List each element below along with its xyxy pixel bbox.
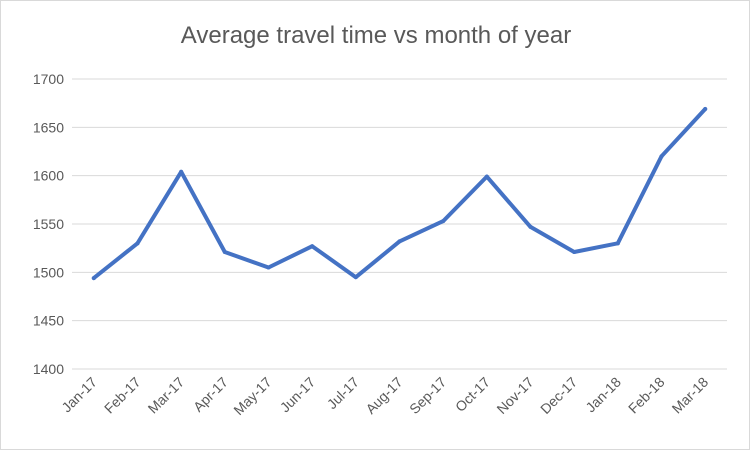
x-tick-label: May-17	[230, 374, 274, 418]
y-tick-label: 1650	[33, 119, 64, 135]
data-point	[528, 224, 533, 229]
data-point	[179, 169, 184, 174]
x-tick-label: Aug-17	[362, 374, 405, 417]
x-tick-label: Dec-17	[537, 374, 580, 417]
data-point	[266, 265, 271, 270]
data-point	[91, 276, 96, 281]
data-point	[222, 250, 227, 255]
x-tick-label: Feb-17	[101, 374, 144, 417]
y-axis-ticks: 1400 1450 1500 1550 1600 1650 1700	[33, 71, 64, 377]
x-tick-label: Jan-17	[58, 374, 100, 416]
x-tick-label: Mar-17	[145, 374, 188, 417]
data-point	[484, 174, 489, 179]
x-tick-label: Feb-18	[625, 374, 668, 417]
chart-title: Average travel time vs month of year	[180, 22, 572, 49]
series-line-0	[91, 107, 708, 281]
gridlines	[72, 78, 727, 370]
x-tick-label: Oct-17	[452, 374, 493, 415]
data-point	[615, 241, 620, 246]
y-tick-label: 1600	[33, 168, 64, 184]
x-tick-label: Mar-18	[669, 374, 712, 417]
y-tick-label: 1550	[33, 216, 64, 232]
data-point	[135, 241, 140, 246]
data-point	[397, 239, 402, 244]
series-layer	[91, 106, 708, 281]
y-tick-label: 1400	[33, 361, 64, 377]
y-tick-label: 1500	[33, 264, 64, 280]
x-axis-ticks: Jan-17 Feb-17 Mar-17 Apr-17 May-17 Jun-17 Jul-…	[58, 374, 711, 418]
data-point	[441, 219, 446, 224]
data-point	[572, 250, 577, 255]
y-tick-label: 1450	[33, 313, 64, 329]
x-tick-label: Jul-17	[324, 374, 362, 412]
x-tick-label: Nov-17	[493, 374, 536, 417]
x-tick-label: Jan-18	[582, 374, 624, 416]
data-point	[703, 106, 708, 111]
data-point	[659, 154, 664, 159]
data-point	[353, 275, 358, 280]
x-tick-label: Jun-17	[277, 374, 319, 416]
x-tick-label: Sep-17	[406, 374, 449, 417]
x-tick-label: Apr-17	[190, 374, 231, 415]
y-tick-label: 1700	[33, 71, 64, 87]
data-point	[310, 244, 315, 249]
